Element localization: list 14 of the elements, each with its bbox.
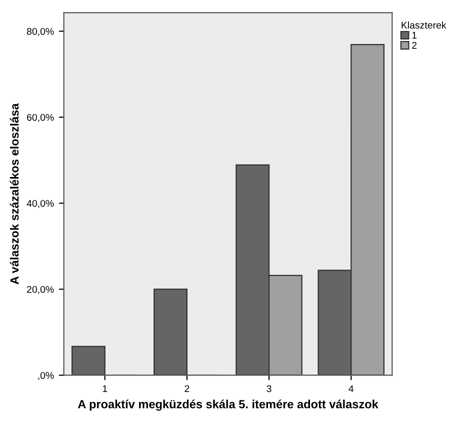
y-tick-label: 80,0% [26, 28, 54, 36]
x-axis-title: A proaktív megküzdés skála 5. itemére adott válaszok [78, 400, 378, 411]
y-tick-label: 60,0% [27, 114, 54, 122]
legend-label: 2 [412, 42, 417, 49]
y-tick-label: 20,0% [27, 286, 54, 294]
x-tick-label: 3 [266, 385, 272, 392]
legend-label: 1 [412, 32, 417, 39]
y-tick-label: ,0% [38, 372, 54, 380]
x-tick-label: 2 [184, 385, 190, 392]
y-axis-title: A válaszok százalékos eloszlása [10, 103, 19, 284]
x-tick-label: 1 [102, 385, 108, 392]
y-tick-label: 40,0% [26, 200, 54, 208]
legend-title: Klaszterek [402, 21, 446, 29]
x-tick-label: 4 [348, 385, 354, 392]
